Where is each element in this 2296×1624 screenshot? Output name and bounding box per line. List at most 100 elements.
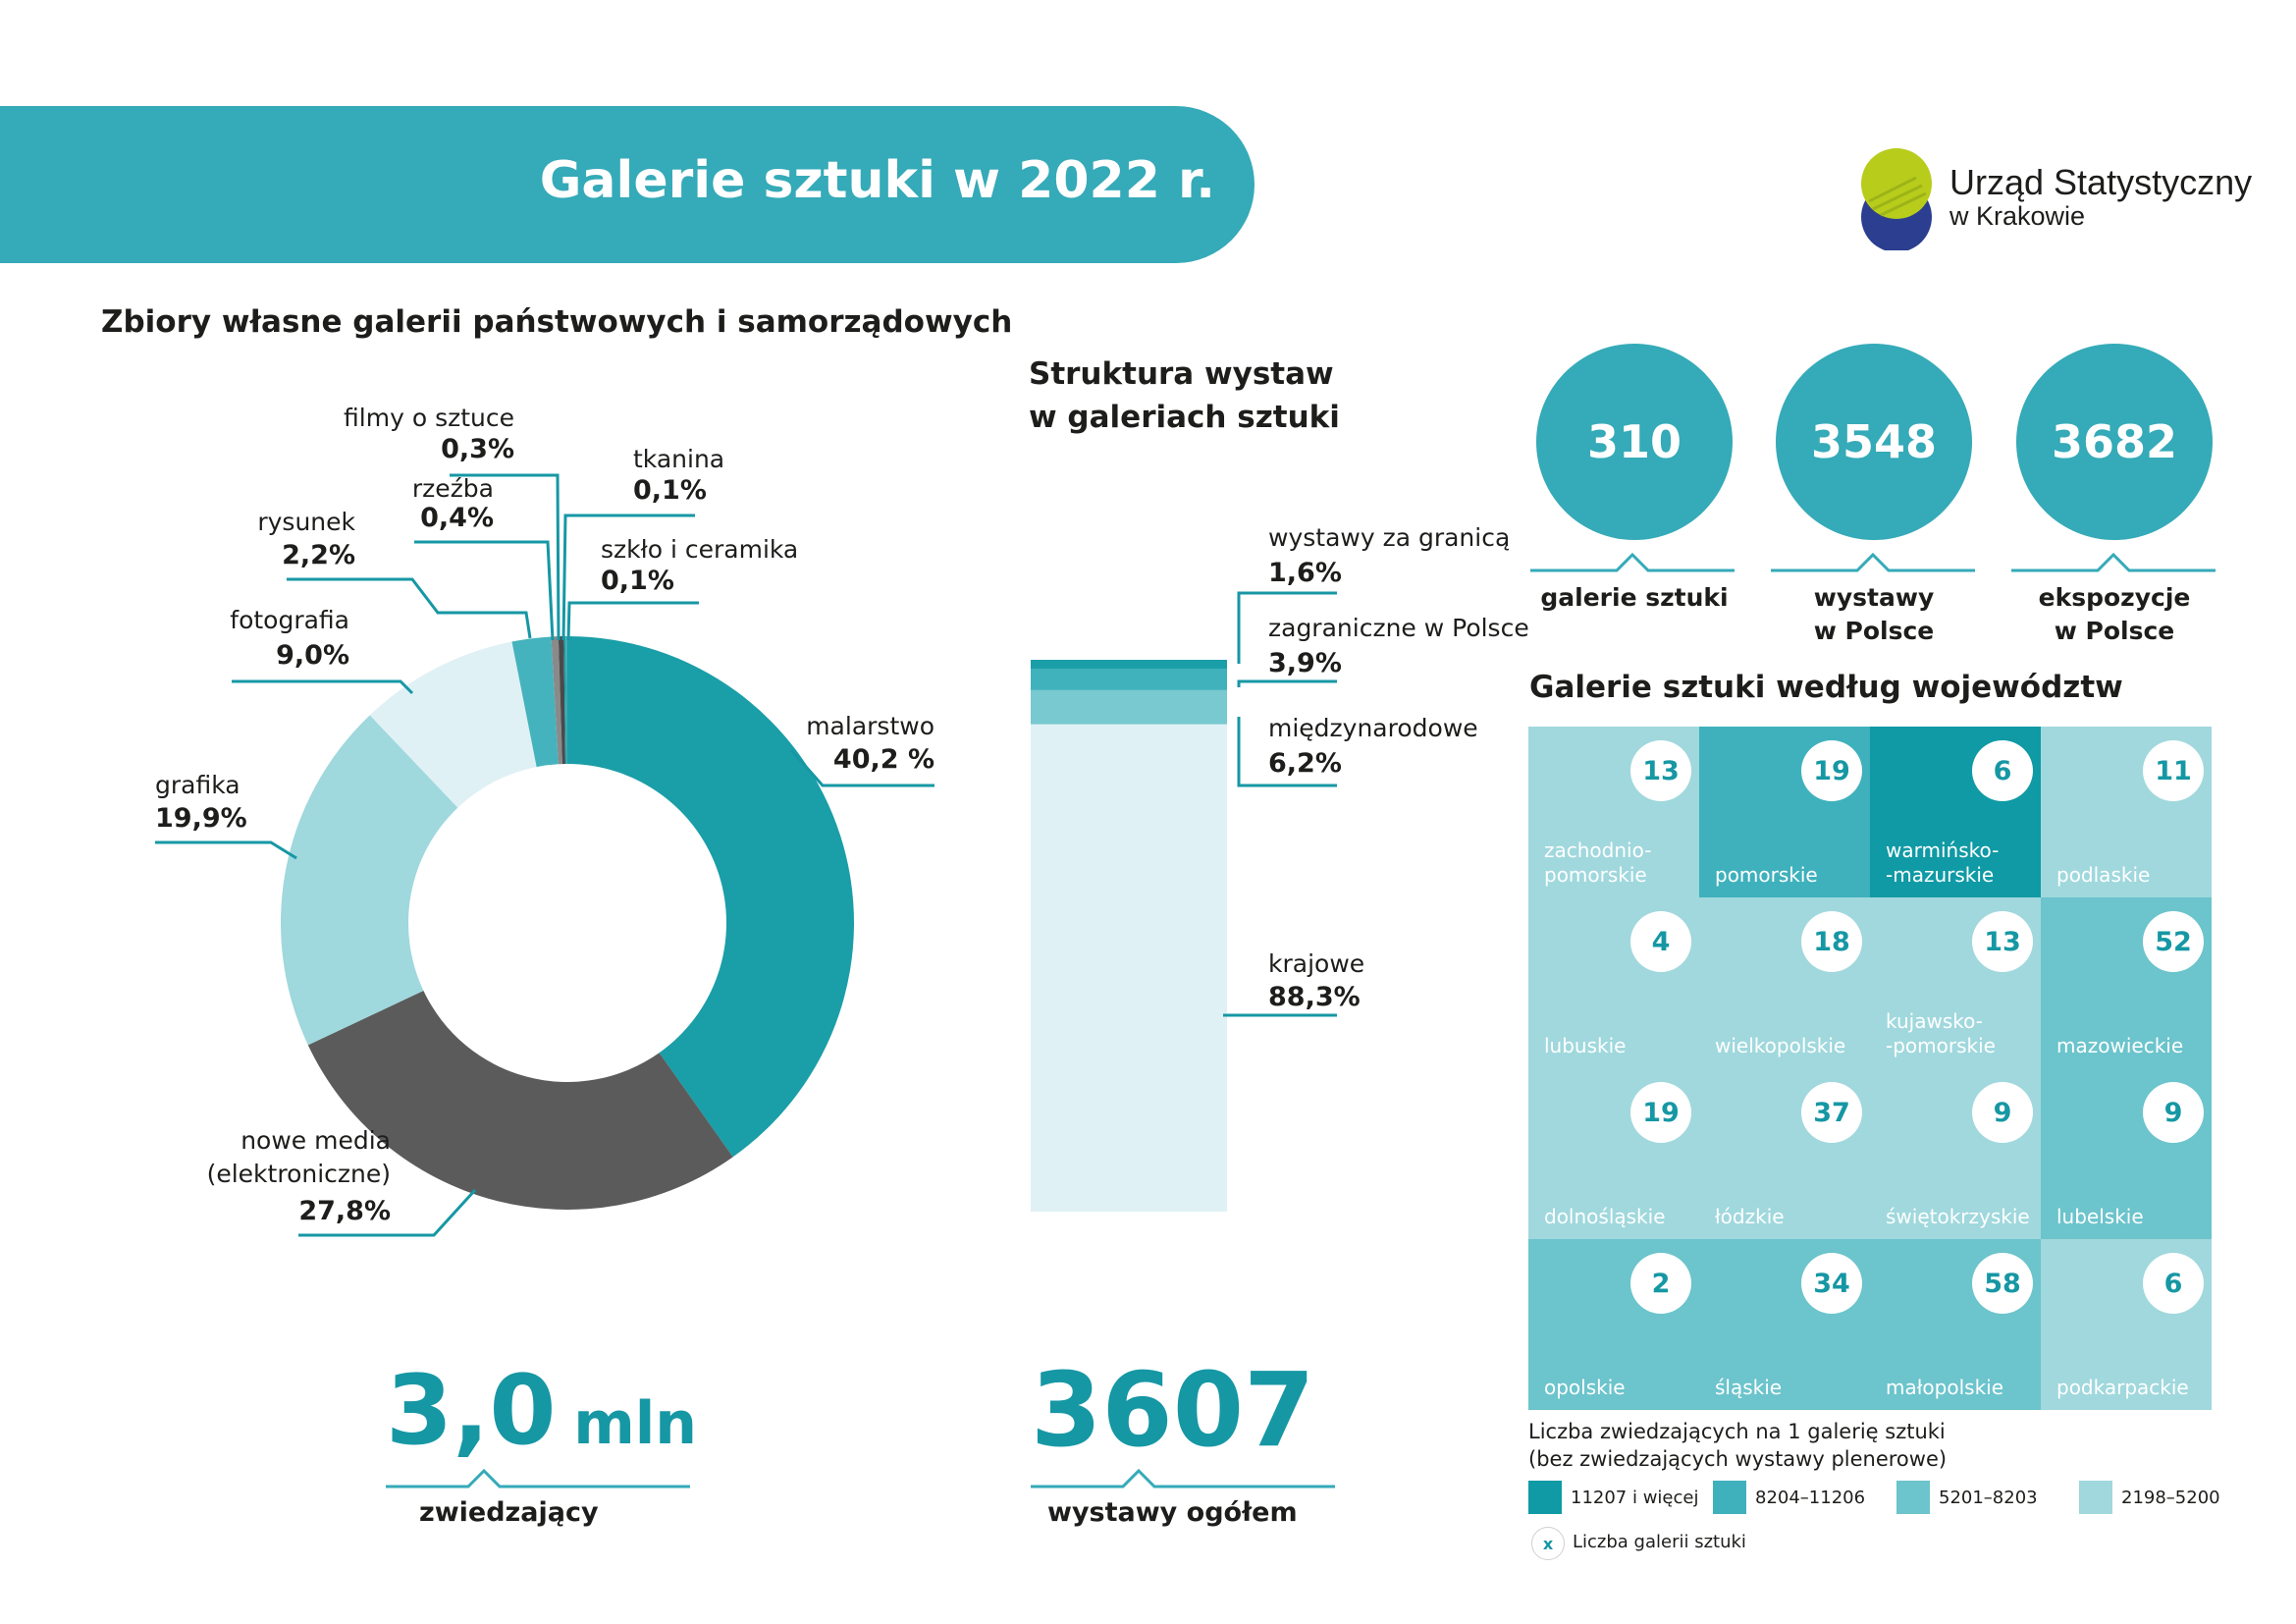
count-marker-text: x	[1542, 1534, 1554, 1553]
legend-label-3: 5201–8203	[1939, 1488, 2038, 1508]
donut-label-2: nowe media	[240, 1126, 391, 1155]
voivodeship-tile: 11 podlaskie	[2041, 727, 2212, 897]
gallery-count-badge: 6	[1972, 740, 2033, 801]
bar-label-2: zagraniczne w Polsce	[1268, 614, 1529, 642]
donut-leader-1	[789, 749, 934, 787]
bar-label-1: wystawy za granicą	[1268, 523, 1510, 552]
voivodeship-name: mazowieckie	[2056, 1034, 2184, 1057]
map-title: Galerie sztuki według województw	[1529, 670, 2123, 705]
voivodeship-tile: 6 podkarpackie	[2041, 1239, 2212, 1410]
exhibitions-title-line1: Struktura wystaw	[1029, 356, 1334, 392]
donut-label-5: rysunek	[257, 508, 355, 536]
gallery-count-badge: 52	[2143, 911, 2204, 972]
donut-value-9: 0,1%	[601, 566, 674, 596]
voivodeship-name: opolskie	[1544, 1376, 1626, 1399]
voivodeship-name: podlaskie	[2056, 863, 2151, 887]
voivodeship-tile: 52 mazowieckie	[2041, 897, 2212, 1068]
stat-exhibitions-circle: 3548	[1776, 344, 1972, 540]
bar-label-4: krajowe	[1268, 949, 1364, 978]
gallery-count-badge: 9	[2143, 1082, 2204, 1143]
voivodeship-name: śląskie	[1715, 1376, 1783, 1399]
donut-slice-1	[567, 636, 854, 1158]
donut-leader-6	[414, 540, 555, 641]
legend-swatch-3	[1896, 1481, 1930, 1514]
donut-value-2: 27,8%	[298, 1196, 391, 1226]
donut-label-6: rzeźba	[412, 474, 494, 503]
stats-dividers	[1530, 552, 2216, 572]
donut-value-7: 0,3%	[441, 434, 514, 464]
donut-leader-4	[232, 679, 414, 695]
bar-leader-2	[1237, 679, 1337, 687]
donut-leader-5	[287, 577, 532, 639]
exhibitions-title-line2: w galeriach sztuki	[1029, 400, 1340, 435]
donut-slice-9	[565, 636, 567, 765]
gallery-count-badge: 6	[2143, 1253, 2204, 1314]
voivodeship-tile: 34 śląskie	[1699, 1239, 1870, 1410]
header-banner: Galerie sztuki w 2022 r.	[0, 106, 1255, 263]
bar-label-3: międzynarodowe	[1268, 714, 1478, 742]
bar-leader-3	[1237, 717, 1337, 787]
voivodeship-name: lubelskie	[2056, 1205, 2144, 1228]
voivodeship-tile: 37 łódzkie	[1699, 1068, 1870, 1239]
legend-label-1: 11207 i więcej	[1571, 1488, 1699, 1508]
voivodeship-tile: 19 dolnośląskie	[1528, 1068, 1699, 1239]
gallery-count-badge: 4	[1630, 911, 1691, 972]
donut-slice-7	[558, 636, 565, 765]
voivodeship-name: zachodnio- pomorskie	[1544, 839, 1652, 887]
legend-swatch-4	[2079, 1481, 2112, 1514]
voivodeship-tile: 19 pomorskie	[1699, 727, 1870, 897]
donut-value-8: 0,1%	[633, 475, 707, 506]
collections-donut-chart: malarstwo 40,2 % nowe media (elektroniczne)…	[155, 404, 934, 1237]
gallery-count-badge: 13	[1972, 911, 2033, 972]
gallery-count-badge: 18	[1801, 911, 1862, 972]
legend-title: Liczba zwiedzających na 1 galerię sztuki…	[1528, 1418, 1947, 1473]
voivodeship-tile: 4 lubuskie	[1528, 897, 1699, 1068]
voivodeship-name: kujawsko- -pomorskie	[1886, 1009, 1996, 1057]
voivodeship-tile: 18 wielkopolskie	[1699, 897, 1870, 1068]
stat-galleries-circle: 310	[1536, 344, 1733, 540]
donut-label-9: szkło i ceramika	[601, 535, 798, 564]
visitors-value: 3,0	[386, 1355, 557, 1467]
gallery-count-badge: 19	[1630, 1082, 1691, 1143]
bar-value-2: 3,9%	[1268, 648, 1342, 678]
count-label: Liczba galerii sztuki	[1573, 1532, 1746, 1552]
exhibitions-divider	[1031, 1468, 1335, 1489]
voivodeship-tile: 58 małopolskie	[1870, 1239, 2041, 1410]
visitors-divider	[386, 1468, 690, 1489]
legend-title-line2: (bez zwiedzających wystawy plenerowe)	[1528, 1447, 1948, 1471]
logo-line2: w Krakowie	[1949, 201, 2086, 231]
voivodeship-name: pomorskie	[1715, 863, 1818, 887]
voivodeship-tile: 9 świętokrzyskie	[1870, 1068, 2041, 1239]
gallery-count-badge: 9	[1972, 1082, 2033, 1143]
stat-expositions-label-line1: ekspozycje	[2038, 583, 2191, 612]
gallery-count-badge: 11	[2143, 740, 2204, 801]
legend-swatch-2	[1713, 1481, 1746, 1514]
stat-expositions-circle: 3682	[2016, 344, 2213, 540]
donut-slice-2	[307, 990, 733, 1210]
donut-value-1: 40,2 %	[833, 744, 934, 775]
logo-mark-icon	[1861, 148, 1932, 250]
donut-label2-2: (elektroniczne)	[207, 1160, 391, 1188]
exhibitions-label: wystawy ogółem	[1047, 1497, 1298, 1528]
voivodeship-name: wielkopolskie	[1715, 1034, 1846, 1057]
gallery-count-badge: 13	[1630, 740, 1691, 801]
donut-leader-2	[298, 1188, 477, 1237]
stat-expositions-label-line2: w Polsce	[2054, 617, 2175, 645]
bar-segment-3	[1031, 689, 1227, 725]
gallery-count-badge: 37	[1801, 1082, 1862, 1143]
voivodeship-name: świętokrzyskie	[1886, 1205, 2030, 1228]
voivodeship-name: warmińsko- -mazurskie	[1886, 839, 2000, 887]
donut-slice-4	[369, 641, 537, 808]
voivodeship-name: dolnośląskie	[1544, 1205, 1666, 1228]
page-title: Galerie sztuki w 2022 r.	[539, 151, 1215, 210]
logo-line1: Urząd Statystyczny	[1949, 162, 2253, 202]
donut-label-8: tkanina	[633, 445, 724, 473]
voivodeship-tile: 13 kujawsko- -pomorskie	[1870, 897, 2041, 1068]
donut-leader-7	[450, 473, 561, 641]
stat-exhibitions-label: wystawy w Polsce	[1776, 581, 1972, 648]
donut-slice-5	[511, 636, 559, 768]
donut-label-3: grafika	[155, 771, 240, 799]
voivodeship-name: lubuskie	[1544, 1034, 1627, 1057]
bar-value-4: 88,3%	[1268, 982, 1361, 1012]
legend-swatch-1	[1528, 1481, 1562, 1514]
